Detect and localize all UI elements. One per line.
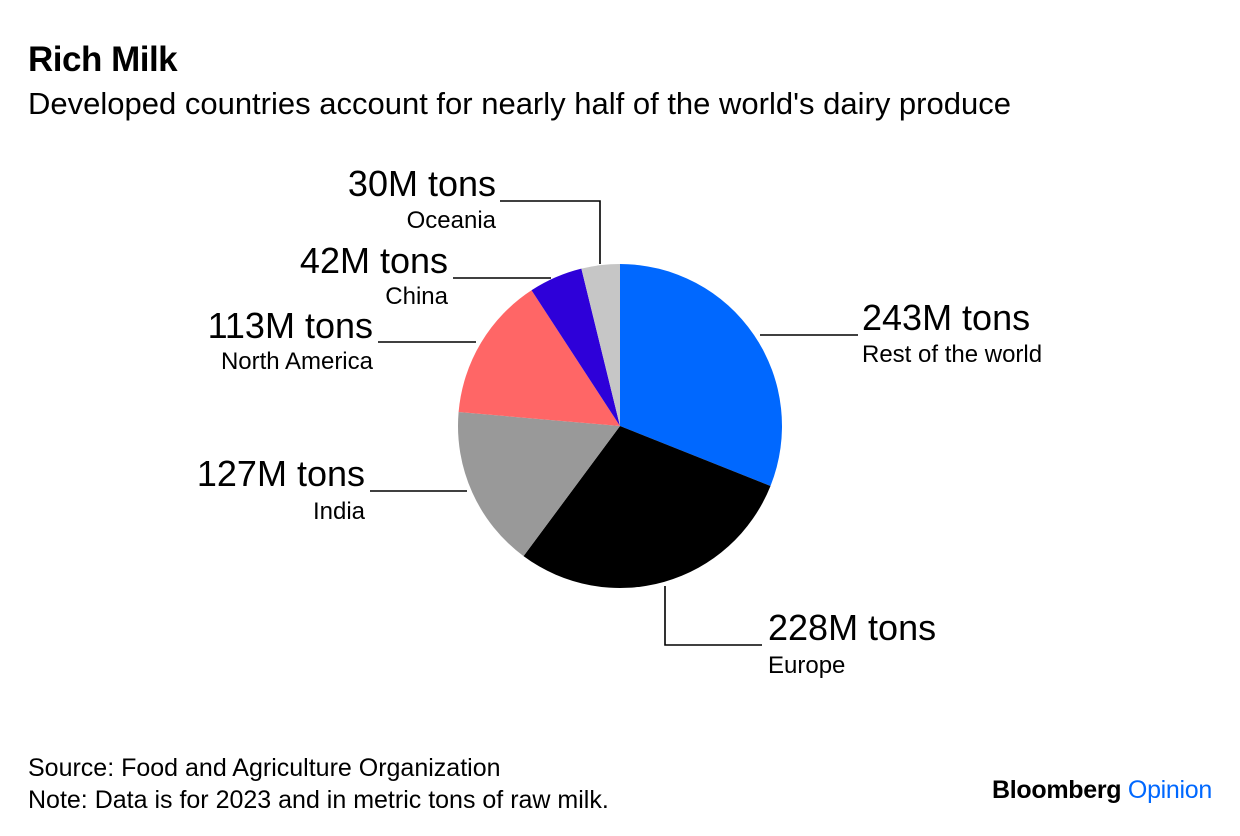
brand-logo: Bloomberg Opinion [992,776,1212,805]
leader-line-oceania [500,200,601,264]
value-label-oceania: 30M tons [348,163,496,204]
data-note: Note: Data is for 2023 and in metric ton… [28,786,609,814]
pie-slice-china [531,268,620,426]
region-label-india: India [313,498,366,525]
value-label-india: 127M tons [197,453,365,494]
value-label-europe: 228M tons [768,607,936,648]
region-label-oceania: Oceania [407,207,497,234]
pie-slice-europe [523,426,771,588]
leader-line-europe [664,586,762,646]
footer: Source: Food and Agriculture Organizatio… [28,752,609,816]
pie-slice-north-america [458,290,620,426]
value-label-china: 42M tons [300,240,448,281]
brand-product: Opinion [1127,776,1212,804]
chart-title: Rich Milk [28,40,178,79]
value-label-rest-of-the-world: 243M tons [862,297,1030,338]
pie-slice-oceania [581,264,620,426]
brand-name: Bloomberg [992,776,1122,804]
region-label-north-america: North America [221,348,374,375]
region-label-europe: Europe [768,652,845,679]
chart-subtitle: Developed countries account for nearly h… [28,86,1011,121]
value-label-north-america: 113M tons [208,305,373,346]
pie-slice-india [457,412,620,557]
region-label-china: China [385,283,448,310]
region-label-rest-of-the-world: Rest of the world [862,341,1042,368]
source-note: Source: Food and Agriculture Organizatio… [28,754,501,782]
pie-slice-rest-of-the-world [620,264,782,486]
